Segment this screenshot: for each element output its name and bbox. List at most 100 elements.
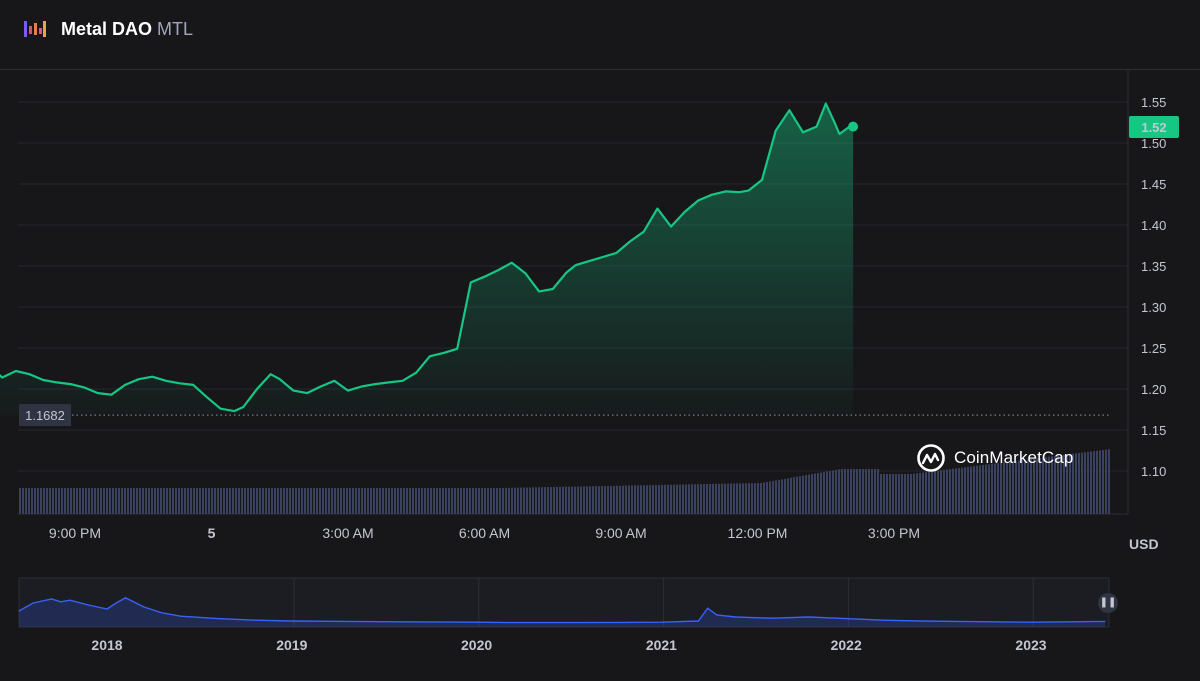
volume-bar [664,484,666,514]
volume-bar [235,488,237,514]
volume-bar [400,488,402,514]
volume-bar [739,483,741,514]
volume-bar [499,488,501,514]
price-point [42,379,44,381]
volume-bar [448,488,450,514]
price-point [83,386,85,388]
volume-bar [457,488,459,514]
volume-bar [373,488,375,514]
x-tick-label: 9:00 AM [595,525,646,541]
price-point [292,390,294,392]
volume-bar [37,488,39,514]
chart-header: Metal DAO MTL [0,0,1200,60]
volume-bar [253,488,255,514]
price-point [588,260,590,262]
volume-bar [706,484,708,514]
volume-bar [994,463,996,514]
navigator-year-label: 2020 [461,637,492,653]
volume-bar [73,488,75,514]
price-point [347,390,349,392]
current-price-value: 1.52 [1141,120,1166,135]
price-point [69,383,72,385]
volume-bar [52,488,54,514]
volume-bar [919,472,921,514]
navigator-point [707,607,709,609]
volume-bar [169,488,171,514]
volume-bar [1027,459,1029,514]
price-point [415,372,417,374]
price-point [306,392,308,394]
navigator-point [254,619,256,621]
volume-bar [292,488,294,514]
volume-bar [619,485,621,514]
volume-bar [568,486,570,514]
volume-bar [97,488,99,514]
volume-bar [142,488,144,514]
volume-bar [307,488,309,514]
volume-bar [322,488,324,514]
volume-bar [154,488,156,514]
navigator-frame [18,577,1110,628]
volume-bar [442,488,444,514]
volume-bar [1093,451,1095,514]
volume-bar [463,488,465,514]
volume-bar [925,472,927,514]
volume-bar [862,469,864,514]
volume-bar [1009,461,1011,514]
volume-bar [808,474,810,514]
header-divider [0,69,1200,70]
navigator-point [882,619,884,621]
volume-bar [859,469,861,514]
navigator-point [124,597,126,599]
volume-bar [556,486,558,514]
volume-bar [199,488,201,514]
volume-bar [748,483,750,514]
volume-bar [949,469,951,514]
volume-bar [595,486,597,514]
volume-bar [976,465,978,514]
volume-bar [961,467,963,514]
volume-bar [466,488,468,514]
volume-bar [886,474,888,514]
volume-bar [766,481,768,514]
volume-bar [721,483,723,514]
baseline-tag-bg [19,404,71,427]
price-point [838,133,841,135]
navigator-point [716,614,718,616]
navigator-year-label: 2019 [276,637,307,653]
baseline-marker: 1.1682 [19,404,1110,427]
price-point [802,131,804,133]
volume-bar [589,486,591,514]
volume-bar [385,488,387,514]
volume-bar [868,469,870,514]
volume-bar [502,487,504,514]
volume-bar [934,471,936,514]
volume-bar [832,470,834,514]
price-point [361,385,363,388]
navigator-chart[interactable]: 2018 2019 2020 2021 2022 2023 [18,577,1110,653]
volume-bar [490,488,492,514]
current-price-tag: 1.52 [1129,116,1179,138]
pause-button[interactable]: ❚❚ [1098,593,1118,613]
volume-bar [955,468,957,514]
volume-bar [85,488,87,514]
volume-bar [271,488,273,514]
volume-bar [1042,457,1044,514]
volume-bar [763,482,765,514]
price-point [738,191,740,193]
volume-bar [823,471,825,514]
volume-bar [817,473,819,514]
volume-bar [484,488,486,514]
volume-bar [688,484,690,514]
volume-bar [508,487,510,514]
volume-bar [415,488,417,514]
volume-bar [376,488,378,514]
price-point [761,179,763,181]
volume-bar [700,484,702,514]
volume-bar [928,471,930,514]
coinmarketcap-watermark: CoinMarketCap [916,443,1073,473]
volume-bar [790,477,792,514]
volume-bar [853,469,855,514]
volume-bar [478,488,480,514]
